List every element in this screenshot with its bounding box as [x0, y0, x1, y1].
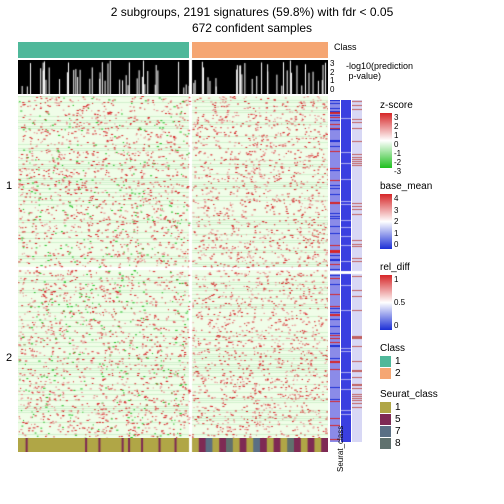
row-annotation-rel_diff [352, 100, 362, 442]
swatch [380, 426, 391, 437]
plot-title: 2 subgroups, 2191 signatures (59.8%) wit… [0, 0, 504, 36]
legend-tick: 3 [394, 206, 398, 215]
legend-Class: Class 12 [380, 343, 438, 379]
seurat-bottom-label: Seurat_class [336, 426, 345, 472]
top-annotation-labels: Class -log10(prediction p-value) [334, 42, 357, 52]
barcode-tick: 3 [330, 60, 334, 68]
plot-container: 12 [0, 42, 363, 452]
barcode-label: -log10(prediction p-value) [346, 62, 413, 82]
gradient-bar [380, 194, 392, 249]
legend-title: z-score [380, 100, 432, 111]
swatch [380, 402, 391, 413]
row-annotation-base_mean [341, 100, 351, 442]
legend-tick: 2 [394, 217, 398, 226]
legend-title: rel_diff [380, 262, 432, 273]
legend-item: 1 [380, 402, 438, 413]
main-column [18, 42, 328, 452]
class-annotation-bar [18, 42, 328, 58]
legend-tick: 0 [394, 321, 405, 330]
row-annotation-z-score [330, 100, 340, 442]
legend-item: 1 [380, 356, 438, 367]
legend-base_mean: base_mean 4 3 2 1 0 [380, 181, 432, 252]
legend-tick: 1 [394, 229, 398, 238]
swatch [380, 368, 391, 379]
legend-tick: 0.5 [394, 298, 405, 307]
legend-tick: 2 [394, 122, 401, 131]
legend-item: 5 [380, 414, 438, 425]
class-label: Class [334, 42, 357, 52]
legend-tick: 0 [394, 240, 398, 249]
class-segment [18, 42, 189, 58]
barcode-track [18, 60, 328, 94]
legend-tick: -3 [394, 167, 401, 176]
swatch [380, 438, 391, 449]
legends-panel: z-score3210-1-2-3base_mean43210rel_diff1… [380, 100, 504, 459]
row-group-label: 1 [0, 100, 18, 271]
row-group-labels: 12 [0, 100, 18, 442]
legend-tick: 0 [394, 140, 401, 149]
legend-label: 1 [395, 356, 401, 367]
row-annotation-columns [330, 100, 363, 442]
row-group-label: 2 [0, 274, 18, 442]
legend-label: 2 [395, 368, 401, 379]
legend-label: 7 [395, 426, 401, 437]
legend-tick: 1 [394, 275, 405, 284]
legend-label: 8 [395, 438, 401, 449]
legend-item: 8 [380, 438, 438, 449]
legend-title: base_mean [380, 181, 432, 192]
legend-z-score: z-score3210-1-2-3 [380, 100, 432, 171]
title-line-2: 672 confident samples [0, 21, 504, 37]
legend-tick: -2 [394, 158, 401, 167]
seurat-annotation-bar [18, 438, 328, 452]
legend-tick: 1 [394, 131, 401, 140]
swatch [380, 356, 391, 367]
heatmap-body [18, 96, 328, 438]
legend-title: Seurat_class [380, 389, 438, 400]
legend-tick: 4 [394, 194, 398, 203]
legend-item: 2 [380, 368, 438, 379]
legend-Seurat_class: Seurat_class 1578 [380, 389, 438, 449]
legend-tick: 3 [394, 113, 401, 122]
legend-label: 5 [395, 414, 401, 425]
barcode-tick-labels: 3210 [330, 60, 334, 94]
title-line-1: 2 subgroups, 2191 signatures (59.8%) wit… [0, 5, 504, 21]
barcode-tick: 0 [330, 86, 334, 94]
gradient-bar [380, 113, 392, 168]
legend-rel_diff: rel_diff 1 0.5 0 [380, 262, 432, 333]
legend-tick: -1 [394, 149, 401, 158]
gradient-bar [380, 275, 392, 330]
swatch [380, 414, 391, 425]
legend-title: Class [380, 343, 438, 354]
legend-item: 7 [380, 426, 438, 437]
legend-label: 1 [395, 402, 401, 413]
class-segment [192, 42, 328, 58]
